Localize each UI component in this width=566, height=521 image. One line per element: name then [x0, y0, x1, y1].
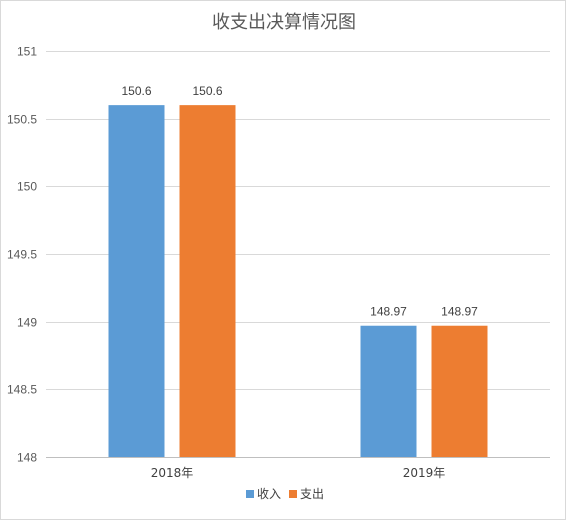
data-label: 148.97	[441, 305, 478, 319]
chart-title: 收支出决算情况图	[212, 12, 356, 33]
y-tick-label: 148	[17, 451, 37, 465]
legend-swatch	[289, 490, 297, 498]
legend-label: 支出	[300, 487, 324, 501]
x-axis-categories: 2018年 2019年	[151, 466, 446, 480]
data-label: 148.97	[370, 305, 407, 319]
bars	[108, 105, 488, 457]
legend-label: 收入	[257, 487, 281, 501]
y-tick-label: 149	[17, 316, 37, 330]
y-tick-label: 151	[17, 45, 37, 59]
y-tick-label: 150.5	[7, 113, 37, 127]
legend-swatch	[246, 490, 254, 498]
data-label: 150.6	[192, 84, 222, 98]
bar-expense	[179, 105, 236, 457]
y-tick-label: 148.5	[7, 383, 37, 397]
data-labels: 150.6 150.6 148.97 148.97	[121, 84, 478, 319]
y-tick-label: 150	[17, 180, 37, 194]
bar-income	[360, 325, 417, 457]
data-label: 150.6	[121, 84, 151, 98]
legend: 收入 支出	[246, 487, 324, 501]
bar-expense	[431, 325, 488, 457]
y-tick-label: 149.5	[7, 248, 37, 262]
x-category-label: 2018年	[151, 466, 194, 480]
x-category-label: 2019年	[403, 466, 446, 480]
y-axis-ticks: 148 148.5 149 149.5 150 150.5 151	[7, 45, 37, 465]
bar-income	[108, 105, 165, 457]
